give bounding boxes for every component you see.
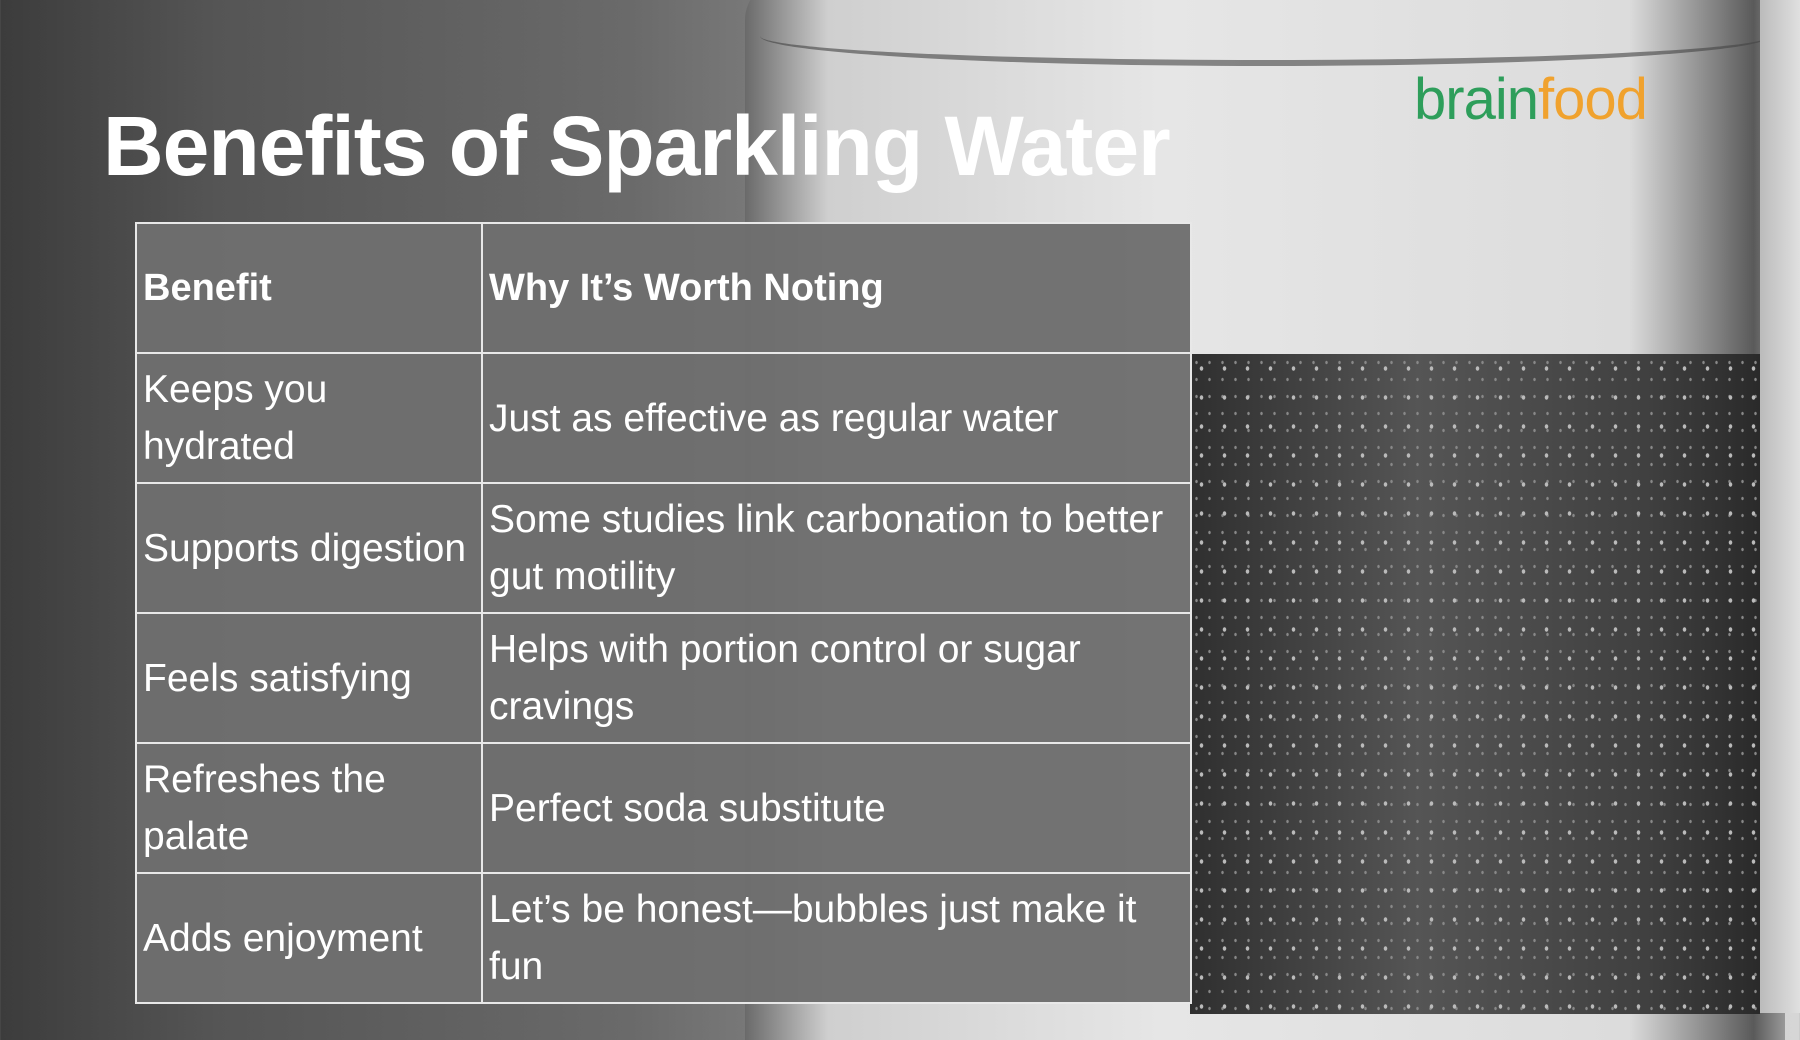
reason-cell: Perfect soda substitute: [481, 742, 1192, 874]
glass-rim: [760, 0, 1770, 66]
benefit-cell: Keeps you hydrated: [135, 352, 483, 484]
table-row: Supports digestion Some studies link carb…: [135, 482, 1192, 614]
table-row: Refreshes the palate Perfect soda substit…: [135, 742, 1192, 874]
benefit-cell: Adds enjoyment: [135, 872, 483, 1004]
table-row: Feels satisfying Helps with portion contr…: [135, 612, 1192, 744]
benefit-cell: Feels satisfying: [135, 612, 483, 744]
table-header-row: Benefit Why It’s Worth Noting: [135, 222, 1192, 354]
sparkling-water-image: [1190, 354, 1760, 1014]
background-edge: [1760, 0, 1800, 1013]
header-why: Why It’s Worth Noting: [481, 222, 1192, 354]
table-row: Adds enjoyment Let’s be honest—bubbles ju…: [135, 872, 1192, 1004]
table-row: Keeps you hydrated Just as effective as r…: [135, 352, 1192, 484]
benefit-cell: Refreshes the palate: [135, 742, 483, 874]
page-title: Benefits of Sparkling Water: [103, 99, 1171, 193]
reason-cell: Some studies link carbonation to better …: [481, 482, 1192, 614]
brainfood-logo: brainfood: [1414, 67, 1648, 132]
benefit-cell: Supports digestion: [135, 482, 483, 614]
reason-cell: Helps with portion control or sugar crav…: [481, 612, 1192, 744]
benefits-table: Benefit Why It’s Worth Noting Keeps you …: [135, 222, 1192, 1004]
reason-cell: Let’s be honest—bubbles just make it fun: [481, 872, 1192, 1004]
header-benefit: Benefit: [135, 222, 483, 354]
reason-cell: Just as effective as regular water: [481, 352, 1192, 484]
